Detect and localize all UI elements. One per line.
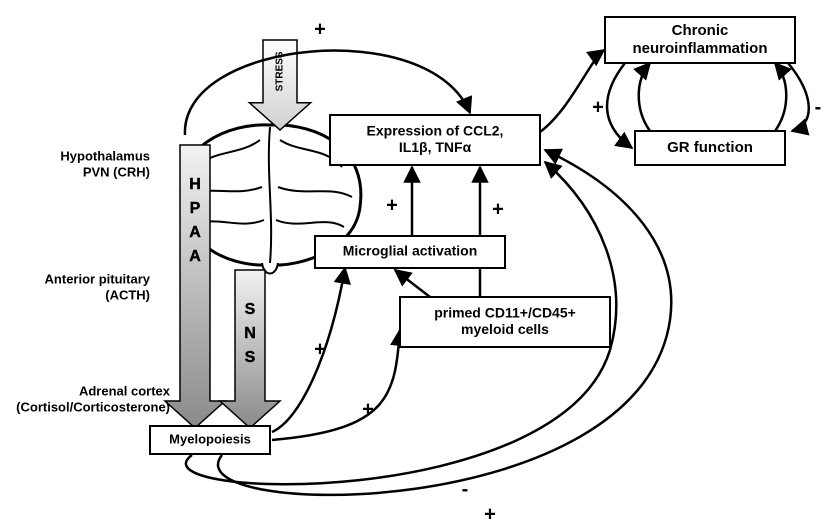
svg-text:A: A xyxy=(189,224,201,241)
primed-to-microglia xyxy=(395,270,430,297)
label-adr: (Cortisol/Corticosterone) xyxy=(16,400,170,415)
svg-text:+: + xyxy=(314,18,326,40)
node-chronic-label: Chronic xyxy=(672,22,729,39)
node-chronic: Chronicneuroinflammation xyxy=(605,17,795,63)
node-gr-label: GR function xyxy=(667,139,753,156)
node-microglia-label: Microglial activation xyxy=(343,243,478,259)
svg-text:N: N xyxy=(244,325,256,342)
svg-text:+: + xyxy=(592,96,604,118)
sns-arrow: SNS xyxy=(220,270,280,428)
label-pvn: Hypothalamus xyxy=(60,148,150,163)
svg-text:+: + xyxy=(362,398,374,420)
svg-text:+: + xyxy=(314,338,326,360)
gr-chronic-right-up xyxy=(775,63,786,131)
svg-text:H: H xyxy=(189,176,201,193)
myelo-to-primed xyxy=(272,330,400,440)
svg-text:+: + xyxy=(492,198,504,220)
node-microglia: Microglial activation xyxy=(315,236,505,268)
node-primed-label: primed CD11+/CD45+ xyxy=(434,304,576,320)
svg-text:+: + xyxy=(484,503,496,522)
node-ccl2-label: Expression of CCL2, xyxy=(367,122,504,138)
chronic-gr-left-down xyxy=(607,63,632,148)
node-ccl2: Expression of CCL2,IL1β, TNFα xyxy=(330,115,540,165)
label-ap: (ACTH) xyxy=(105,288,150,303)
node-gr: GR function xyxy=(635,131,785,165)
myelo-to-microglia xyxy=(272,268,345,432)
svg-text:A: A xyxy=(189,248,201,265)
svg-text:S: S xyxy=(245,349,256,366)
node-myelo-label: Myelopoiesis xyxy=(169,431,251,446)
node-myelo: Myelopoiesis xyxy=(150,426,270,454)
svg-text:+: + xyxy=(386,194,398,216)
svg-text:P: P xyxy=(190,200,201,217)
node-ccl2-label: IL1β, TNFα xyxy=(399,139,472,155)
label-ap: Anterior pituitary xyxy=(45,271,151,286)
node-primed-label: myeloid cells xyxy=(461,321,549,337)
gr-chronic-left-up xyxy=(639,63,650,131)
node-primed: primed CD11+/CD45+myeloid cells xyxy=(400,297,610,347)
node-chronic-label: neuroinflammation xyxy=(632,40,767,57)
svg-text:S: S xyxy=(245,301,256,318)
ccl2-to-chronic xyxy=(540,50,604,132)
svg-text:-: - xyxy=(815,96,822,118)
svg-text:-: - xyxy=(462,478,469,500)
label-pvn: PVN (CRH) xyxy=(83,165,150,180)
label-adr: Adrenal cortex xyxy=(79,383,171,398)
chronic-gr-right-down xyxy=(788,63,809,131)
